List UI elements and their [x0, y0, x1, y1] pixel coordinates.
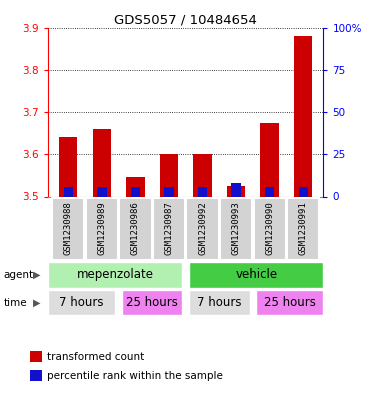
- Bar: [227, 186, 245, 196]
- Text: time: time: [4, 298, 27, 308]
- Bar: [265, 187, 275, 196]
- Bar: [64, 187, 73, 196]
- Text: percentile rank within the sample: percentile rank within the sample: [47, 371, 223, 381]
- Text: ▶: ▶: [33, 270, 40, 280]
- Text: GSM1230992: GSM1230992: [198, 201, 207, 255]
- Text: GSM1230988: GSM1230988: [64, 201, 73, 255]
- Text: 25 hours: 25 hours: [126, 296, 178, 309]
- Bar: [294, 36, 313, 197]
- FancyBboxPatch shape: [153, 198, 185, 260]
- Bar: [131, 187, 140, 196]
- Bar: [97, 187, 107, 196]
- Bar: [126, 178, 145, 196]
- Bar: [30, 370, 42, 381]
- FancyBboxPatch shape: [186, 198, 219, 260]
- FancyBboxPatch shape: [119, 198, 152, 260]
- Bar: [261, 123, 279, 196]
- FancyBboxPatch shape: [254, 198, 286, 260]
- FancyBboxPatch shape: [256, 290, 323, 315]
- Text: GSM1230989: GSM1230989: [97, 201, 106, 255]
- Text: GSM1230987: GSM1230987: [164, 201, 174, 255]
- FancyBboxPatch shape: [189, 290, 249, 315]
- Bar: [164, 187, 174, 196]
- FancyBboxPatch shape: [287, 198, 320, 260]
- Text: 25 hours: 25 hours: [264, 296, 316, 309]
- FancyBboxPatch shape: [48, 263, 182, 288]
- Bar: [160, 154, 178, 196]
- Text: GSM1230993: GSM1230993: [232, 201, 241, 255]
- Text: agent: agent: [4, 270, 34, 280]
- FancyBboxPatch shape: [86, 198, 118, 260]
- Text: GSM1230986: GSM1230986: [131, 201, 140, 255]
- Bar: [193, 154, 212, 196]
- FancyBboxPatch shape: [220, 198, 252, 260]
- FancyBboxPatch shape: [189, 263, 323, 288]
- Bar: [59, 137, 77, 196]
- Text: ▶: ▶: [33, 298, 40, 308]
- Text: 7 hours: 7 hours: [197, 296, 241, 309]
- FancyBboxPatch shape: [122, 290, 182, 315]
- Bar: [93, 129, 111, 196]
- Text: vehicle: vehicle: [235, 268, 277, 281]
- Title: GDS5057 / 10484654: GDS5057 / 10484654: [114, 13, 257, 26]
- Text: GSM1230990: GSM1230990: [265, 201, 274, 255]
- Bar: [30, 351, 42, 362]
- Bar: [231, 183, 241, 196]
- Bar: [298, 187, 308, 196]
- Text: 7 hours: 7 hours: [59, 296, 104, 309]
- FancyBboxPatch shape: [52, 198, 84, 260]
- Bar: [198, 187, 207, 196]
- Text: mepenzolate: mepenzolate: [77, 268, 154, 281]
- FancyBboxPatch shape: [48, 290, 115, 315]
- Text: transformed count: transformed count: [47, 352, 144, 362]
- Text: GSM1230991: GSM1230991: [299, 201, 308, 255]
